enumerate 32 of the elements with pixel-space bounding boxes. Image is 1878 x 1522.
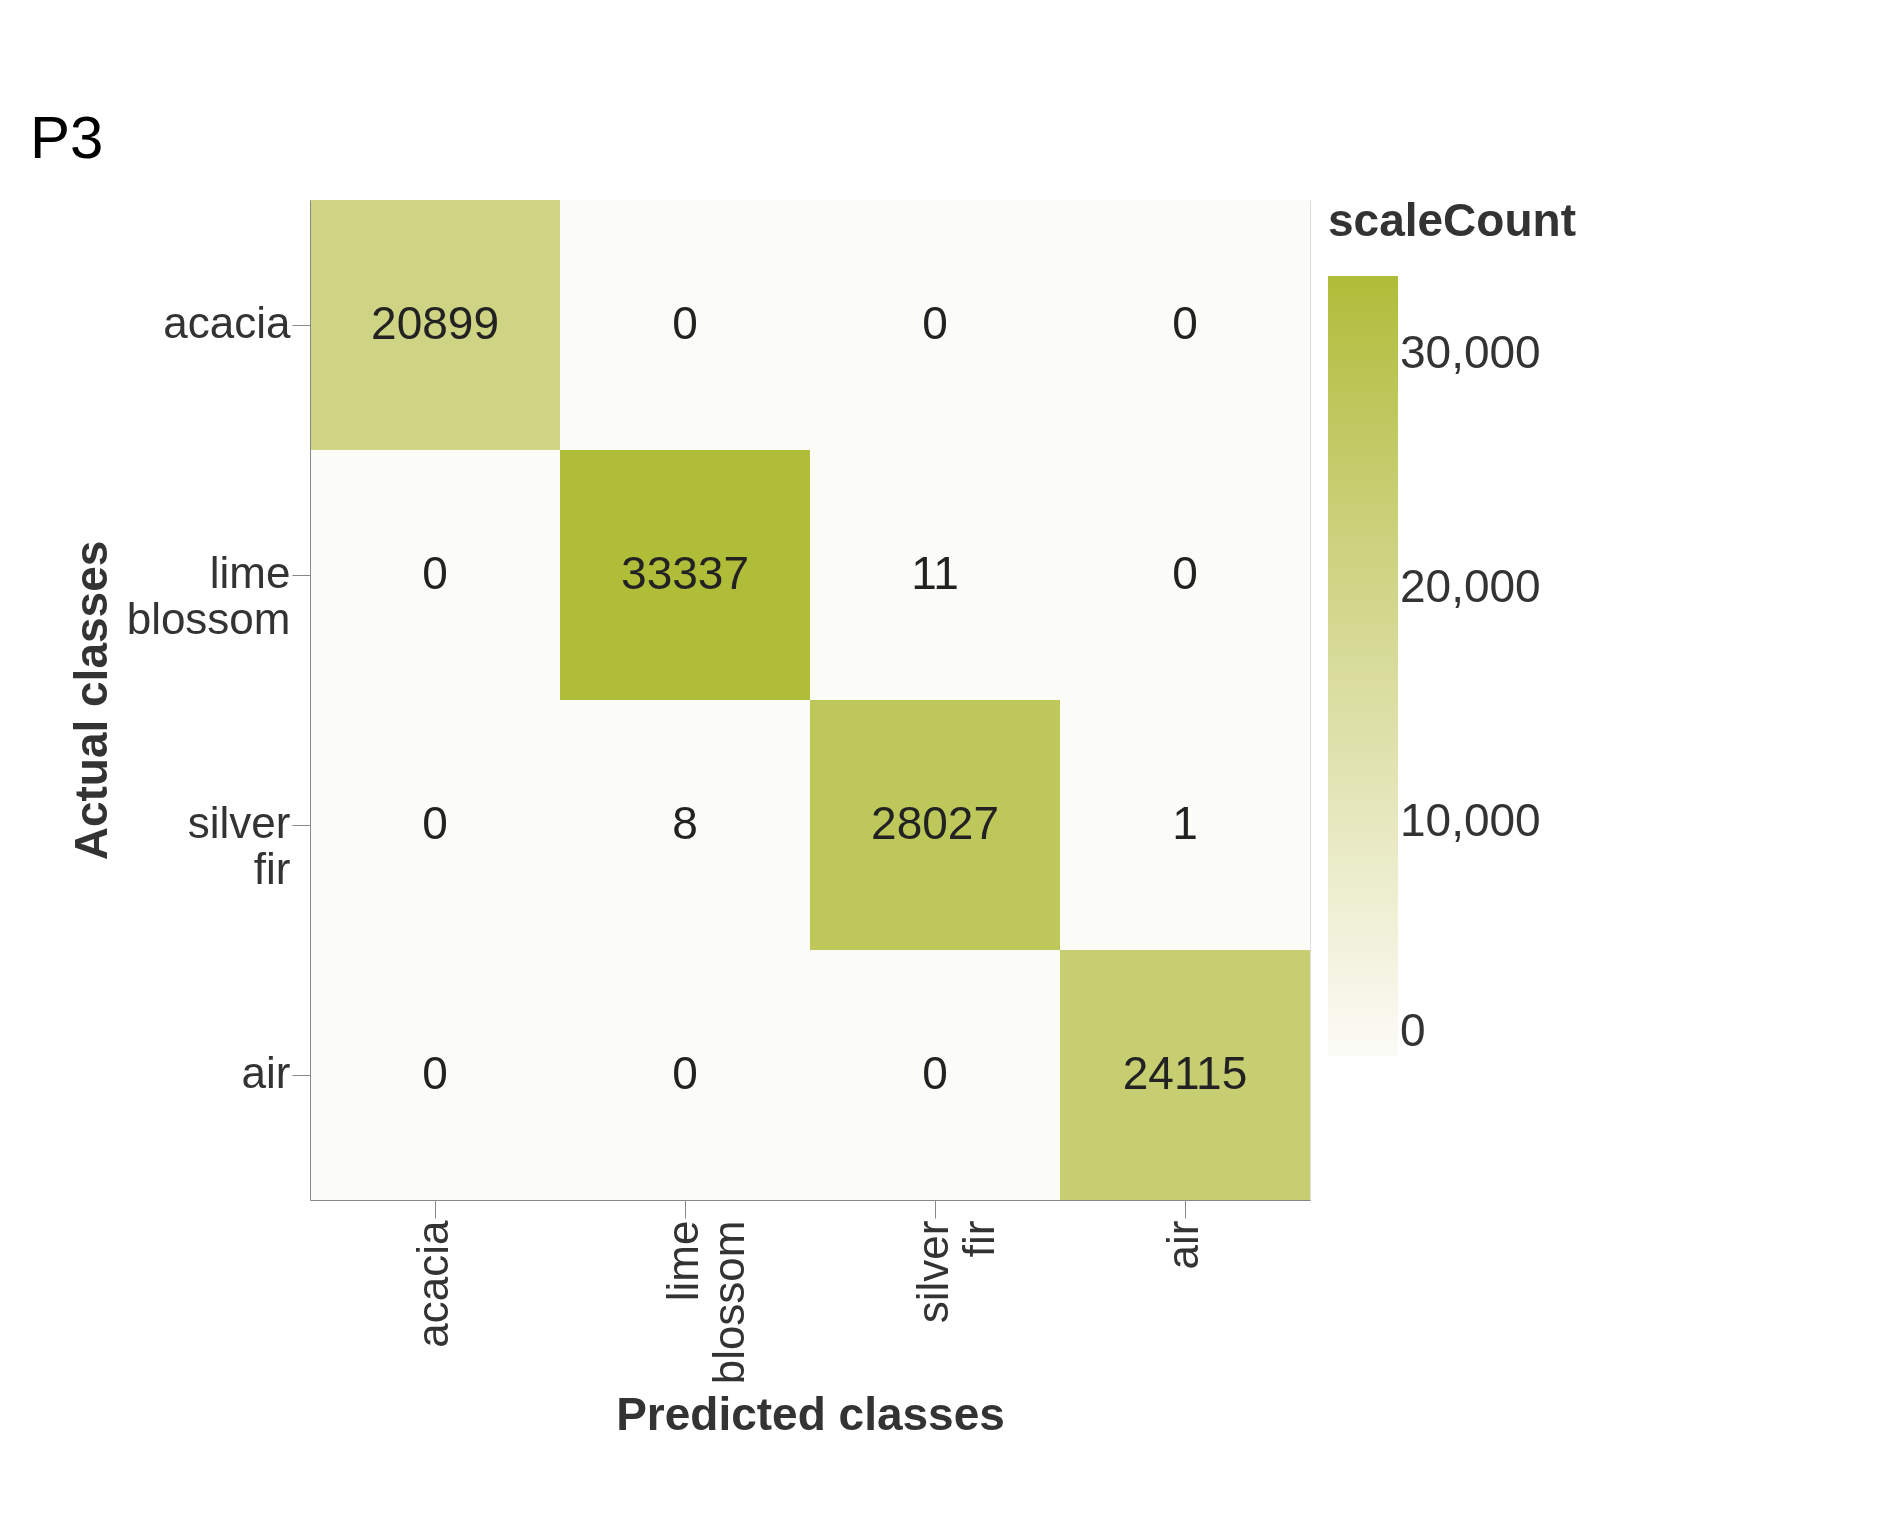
legend-title: scaleCount	[1328, 194, 1576, 246]
data-label: 0	[672, 1047, 698, 1099]
y-tick-label: acacia	[163, 298, 292, 347]
color-bar-label: 10,000	[1400, 794, 1541, 847]
x-tick-label: lime blossom	[658, 1220, 753, 1385]
data-label: 33337	[621, 547, 749, 599]
color-bar-label: 0	[1400, 1004, 1426, 1056]
data-label: 28027	[871, 797, 999, 849]
data-label: 24115	[1122, 1047, 1248, 1099]
data-label: 11	[911, 547, 959, 599]
text: P3	[30, 104, 104, 171]
color-bar-label: 30,000	[1400, 326, 1541, 379]
y-tick-label: silver fir	[187, 798, 291, 893]
y-tick-label: air	[241, 1048, 291, 1097]
x-tick-label: silver fir	[908, 1220, 1003, 1324]
data-label: 0	[922, 297, 948, 349]
x-tick-label: acacia	[408, 1219, 457, 1348]
data-label: 0	[922, 1047, 948, 1099]
data-label: 0	[422, 547, 448, 599]
data-label: 0	[1172, 547, 1198, 599]
y-tick-label: lime blossom	[126, 548, 291, 643]
data-label: 8	[672, 797, 698, 849]
x-tick-label: air	[1158, 1220, 1207, 1270]
x-axis-title: Predicted classes	[616, 1388, 1005, 1441]
data-label: 0	[422, 1047, 448, 1099]
color-bar-label: 20,000	[1400, 560, 1541, 613]
y-axis-title: Actual classes	[64, 540, 117, 861]
data-label: 20899	[371, 297, 499, 349]
data-label: 1	[1172, 797, 1198, 849]
data-label: 0	[1172, 297, 1198, 349]
data-label: 0	[672, 297, 698, 349]
data-label: 0	[422, 797, 448, 849]
